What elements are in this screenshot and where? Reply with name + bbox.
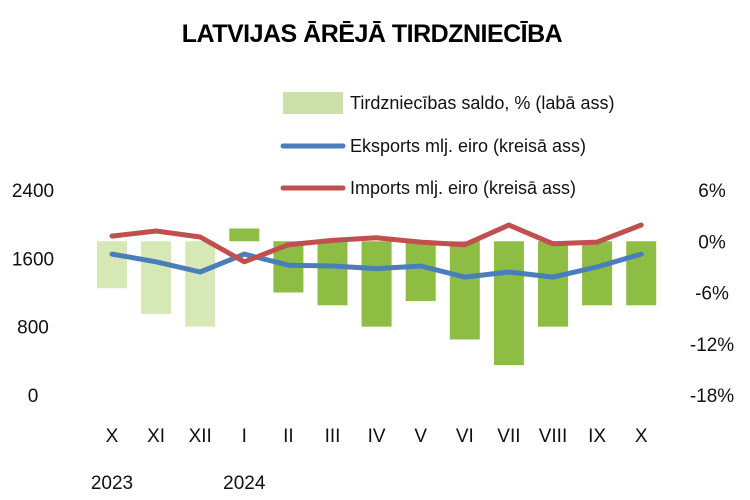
x-tick-label: X: [106, 426, 119, 447]
left-tick-label: 1600: [12, 249, 54, 270]
bar-series: [97, 228, 657, 366]
legend: Tirdzniecības saldo, % (labā ass) Eksport…: [280, 92, 614, 198]
saldo-bar: [449, 241, 480, 340]
chart-title: LATVIJAS ĀRĒJĀ TIRDZNIECĪBA: [182, 20, 563, 48]
x-tick-label: VIII: [539, 426, 568, 447]
x-tick-label: IX: [588, 426, 606, 447]
saldo-bar: [361, 241, 392, 327]
x-tick-label: V: [414, 426, 427, 447]
x-tick-label: IV: [368, 426, 386, 447]
left-tick-label: 2400: [12, 181, 54, 202]
year-label: 2024: [223, 473, 266, 494]
saldo-bar: [317, 241, 348, 306]
left-tick-label: 0: [28, 386, 39, 407]
x-tick-label: XI: [147, 426, 165, 447]
year-label: 2023: [91, 473, 133, 494]
import-line: [109, 222, 644, 265]
saldo-bar: [229, 228, 260, 242]
right-tick-label: 0%: [698, 232, 726, 253]
right-tick-label: -6%: [695, 284, 729, 305]
x-tick-label: X: [635, 426, 648, 447]
left-tick-label: 800: [17, 318, 49, 339]
x-tick-label: VI: [456, 426, 474, 447]
saldo-bar: [141, 241, 172, 314]
x-tick-label: II: [283, 426, 294, 447]
saldo-bar: [626, 241, 657, 306]
export-line: [109, 251, 644, 280]
legend-label: Eksports mlj. eiro (kreisā ass): [350, 136, 586, 156]
x-tick-label: III: [325, 426, 341, 447]
saldo-bar: [185, 241, 216, 327]
saldo-bar: [97, 241, 127, 289]
right-tick-label: -18%: [690, 386, 734, 407]
right-tick-label: 6%: [698, 181, 726, 202]
saldo-bar: [582, 241, 613, 306]
legend-label: Tirdzniecības saldo, % (labā ass): [350, 93, 614, 113]
legend-label: Imports mlj. eiro (kreisā ass): [350, 178, 576, 198]
x-tick-label: I: [242, 426, 247, 447]
left-axis: 2400 1600 800 0: [12, 181, 54, 407]
saldo-bar: [493, 241, 524, 366]
x-tick-label: XII: [189, 426, 212, 447]
x-tick-label: VII: [497, 426, 520, 447]
saldo-bar: [405, 241, 436, 302]
saldo-bar: [538, 241, 568, 327]
right-axis: 6% 0% -6% -12% -18%: [690, 181, 734, 407]
line-series: [109, 222, 644, 280]
right-tick-label: -12%: [690, 335, 734, 356]
legend-swatch-saldo: [283, 92, 343, 114]
